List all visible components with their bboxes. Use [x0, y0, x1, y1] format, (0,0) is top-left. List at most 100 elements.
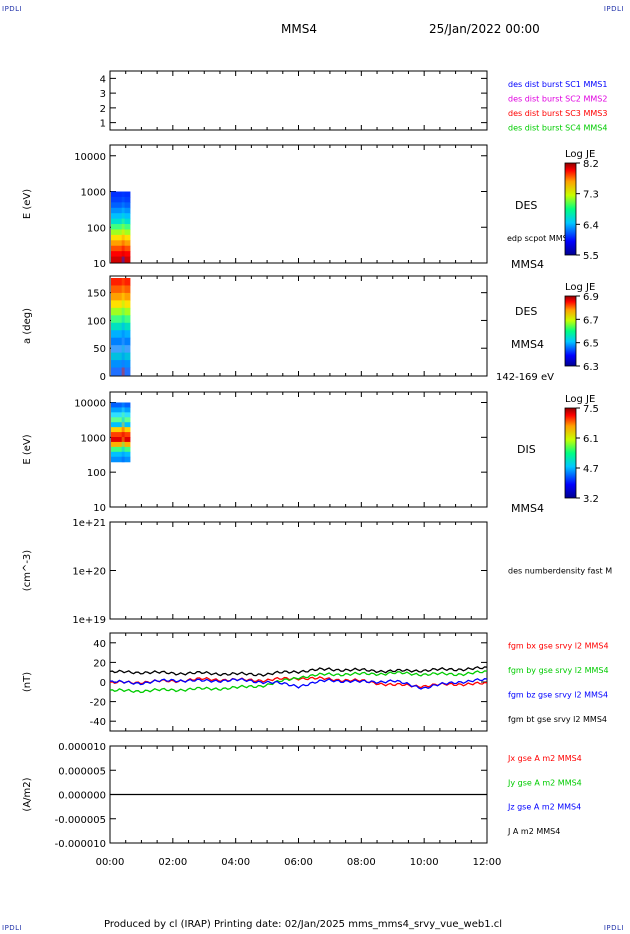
colorbar-title: Log JE [565, 149, 595, 160]
spectrogram-cell [121, 191, 125, 198]
colorbar-tick-label: 6.1 [583, 434, 599, 445]
y-tick-label: 100 [87, 223, 106, 234]
side-label: 142-169 eV [496, 372, 554, 383]
spectrogram-cell [121, 446, 125, 453]
spectrogram-cell [121, 402, 125, 409]
spectrogram-cell [111, 437, 131, 443]
spectrogram-cell [111, 285, 131, 294]
legend-entry: fgm by gse srvy l2 MMS4 [508, 666, 609, 675]
colorbar-tick-label: 4.7 [583, 464, 599, 475]
y-tick-label: 50 [93, 344, 106, 355]
legend-entry: Jx gse A m2 MMS4 [507, 754, 582, 763]
y-axis-label: E (eV) [22, 434, 33, 464]
y-tick-label: 150 [87, 289, 106, 300]
spectrogram-cell [121, 251, 125, 258]
spectrogram-cell [121, 330, 125, 339]
spectrogram-cell [111, 202, 131, 209]
y-axis-label: (A/m2) [22, 777, 33, 811]
spectrogram-cell [111, 322, 131, 331]
spectrogram-cell [121, 417, 125, 423]
colorbar-tick-label: 6.9 [583, 292, 599, 303]
y-axis-label: E (eV) [22, 189, 33, 219]
spectrogram-cell [111, 292, 131, 301]
spectrogram-cell [121, 345, 125, 354]
y-tick-label: 0.000005 [58, 766, 106, 777]
y-tick-label: 0 [100, 372, 106, 383]
spectrogram-cell [111, 432, 131, 438]
spectrogram-cell [121, 234, 125, 241]
header-datetime: 25/Jan/2022 00:00 [429, 22, 540, 36]
y-tick-label: 2 [100, 104, 106, 115]
y-tick-label: 10000 [74, 152, 106, 163]
corner-tag-top-right: IPDLI [603, 5, 624, 13]
spectrogram-cell [111, 196, 131, 203]
y-tick-label: 3 [100, 89, 106, 100]
x-tick-label: 02:00 [158, 857, 187, 868]
y-tick-label: 10 [93, 503, 106, 514]
spectrogram-cell [121, 224, 125, 231]
x-tick-label: 12:00 [473, 857, 502, 868]
spectrogram-cell [121, 315, 125, 324]
colorbar-tick-label: 6.3 [583, 362, 599, 373]
legend-entry: des numberdensity fast M [508, 567, 612, 576]
spectrogram-cell [111, 234, 131, 241]
spectrogram-cell [121, 292, 125, 301]
colorbar-title: Log JE [565, 282, 595, 293]
spectrogram-cell [111, 256, 131, 263]
spectrogram-cell [121, 278, 125, 287]
spectrogram-cell [111, 251, 131, 258]
legend-entry: des dist burst SC1 MMS1 [508, 80, 607, 89]
y-tick-label: 1e+20 [72, 567, 106, 578]
spectrogram-cell [111, 300, 131, 309]
spectrogram-cell [121, 218, 125, 225]
spectrogram-cell [121, 245, 125, 252]
legend-entry: des dist burst SC2 MMS2 [508, 95, 607, 104]
panel-frame [109, 521, 488, 620]
spectrogram-cell [121, 432, 125, 438]
legend-entry: des dist burst SC3 MMS3 [508, 109, 607, 118]
y-tick-label: -0.000005 [55, 815, 106, 826]
spectrogram-cell [111, 451, 131, 458]
colorbar-tick-label: 8.2 [583, 159, 599, 170]
spectrogram-cell [111, 402, 131, 409]
y-axis-label: a (deg) [22, 308, 33, 344]
colorbar-title: Log JE [565, 394, 595, 405]
legend-entry: fgm bt gse srvy l2 MMS4 [508, 715, 607, 724]
y-tick-label: 0.000010 [58, 742, 106, 753]
corner-tag-bottom-left: IPDLI [2, 924, 23, 932]
colorbar-tick-label: 7.3 [583, 190, 599, 201]
spectrogram-cell [121, 207, 125, 214]
spectrogram-cell [111, 245, 131, 252]
spectrogram-cell [121, 196, 125, 203]
y-tick-label: 20 [93, 658, 106, 669]
spectrogram-cell [111, 240, 131, 247]
spectrogram-cell [121, 456, 125, 463]
spectrogram-cell [111, 441, 131, 448]
spectrogram-cell [111, 337, 131, 346]
y-tick-label: 0.000000 [58, 791, 106, 802]
panel-frame [109, 70, 488, 131]
spectrogram-cell [111, 360, 131, 369]
spectrogram-cell [111, 207, 131, 214]
spectrogram-cell [121, 412, 125, 418]
spectrogram-cell [111, 224, 131, 231]
y-tick-label: -20 [90, 698, 106, 709]
side-label: MMS4 [511, 338, 544, 351]
spectrogram-cell [111, 412, 131, 418]
data-series-line [109, 676, 488, 689]
spectrogram-cell [111, 278, 131, 287]
spectrogram-cell [121, 322, 125, 331]
spectrogram-cell [111, 367, 131, 376]
spectrogram-cell [111, 417, 131, 423]
spectrogram-cell [111, 407, 131, 413]
y-tick-label: 4 [100, 74, 106, 85]
spectrogram-cell [111, 345, 131, 354]
y-tick-label: 0 [100, 678, 106, 689]
spectrogram-cell [121, 229, 125, 236]
side-label: DIS [517, 443, 536, 456]
spectrogram-cell [121, 407, 125, 413]
data-series-line [109, 677, 488, 690]
y-tick-label: 1000 [81, 188, 106, 199]
corner-tag-top-left: IPDLI [2, 5, 23, 13]
spectrogram-cell [121, 367, 125, 376]
